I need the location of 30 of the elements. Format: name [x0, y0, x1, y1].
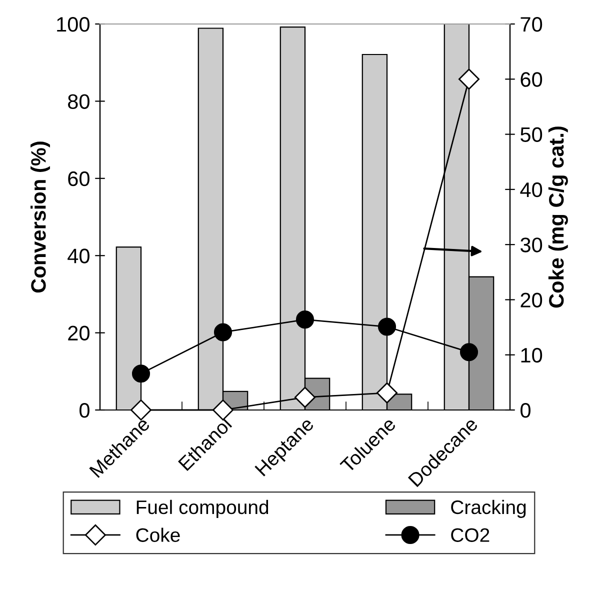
y2-tick-label: 20	[520, 292, 542, 308]
point	[460, 343, 478, 362]
point	[212, 399, 234, 421]
y-tick-label: 20	[68, 326, 90, 341]
y2-tick-label: 40	[520, 182, 542, 198]
y2-tick-label: 70	[520, 17, 542, 32]
point	[214, 323, 232, 342]
y2-tick-label: 60	[520, 72, 542, 87]
point	[130, 399, 152, 421]
legend-label: Coke	[136, 528, 180, 542]
legend-label: Cracking	[451, 500, 526, 518]
legend-label: Fuel compound	[136, 500, 268, 518]
point	[376, 382, 398, 404]
point	[378, 318, 396, 336]
y-tick-label: 100	[57, 17, 90, 32]
y-tick-label: 60	[68, 171, 90, 186]
y-tick-label: 80	[68, 94, 90, 109]
y-tick-label: 40	[68, 248, 90, 264]
y-axis-title: Conversion (%)	[30, 142, 50, 293]
y2-axis-title: Coke (mg C/g cat.)	[548, 126, 568, 308]
point	[294, 386, 316, 408]
y-tick-label: 0	[80, 403, 90, 418]
y2-tick-label: 30	[520, 238, 542, 252]
y2-tick-label: 50	[520, 127, 542, 142]
point	[132, 364, 150, 383]
legend-label: CO2	[451, 528, 490, 542]
point	[458, 68, 480, 90]
y2-tick-label: 0	[520, 403, 530, 418]
y2-tick-label: 10	[521, 348, 542, 363]
point	[296, 310, 314, 329]
